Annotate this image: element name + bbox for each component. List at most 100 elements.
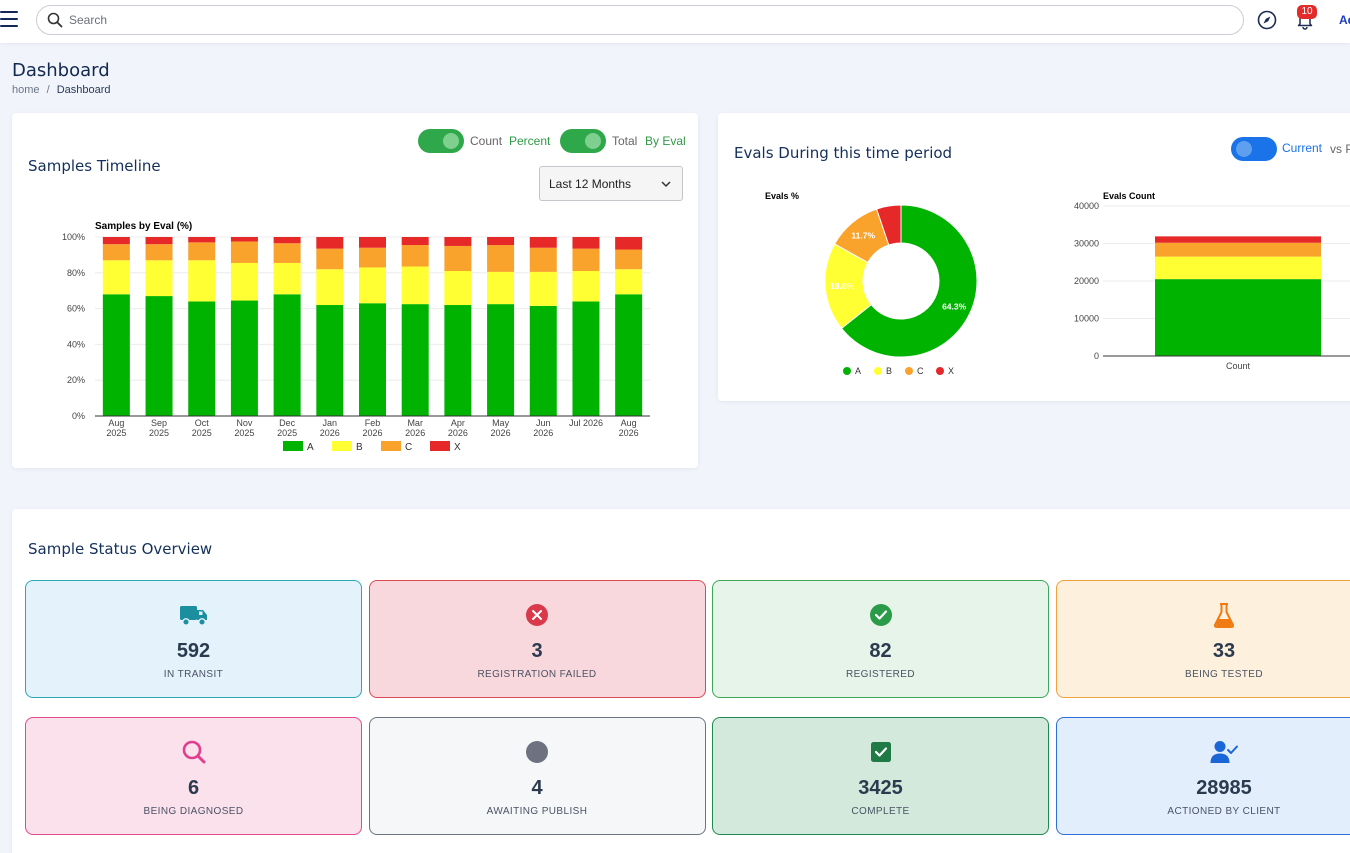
bar-segment-x[interactable] (1155, 236, 1321, 243)
bar-segment-b[interactable] (615, 269, 643, 295)
bar-segment-b[interactable] (145, 260, 173, 297)
bar-segment-a[interactable] (401, 304, 429, 416)
bar-segment-c[interactable] (273, 243, 301, 263)
x-tick-label: Nov (236, 418, 253, 428)
x-tick-label: 2025 (192, 428, 212, 438)
legend-label: B (886, 366, 892, 376)
bar-segment-c[interactable] (188, 242, 216, 261)
x-tick-label: Aug (108, 418, 124, 428)
bar-segment-b[interactable] (102, 260, 130, 295)
bar-segment-c[interactable] (316, 248, 344, 270)
toggle-byeval-label: By Eval (645, 134, 686, 148)
menu-icon[interactable] (0, 11, 18, 27)
bar-segment-a[interactable] (529, 305, 557, 416)
bar-segment-x[interactable] (615, 237, 643, 250)
bar-segment-x[interactable] (145, 237, 173, 245)
legend-label: A (307, 442, 314, 453)
donut-slice-x[interactable] (875, 204, 902, 246)
status-card-being-diagnosed[interactable]: 6 BEING DIAGNOSED (25, 717, 362, 835)
user-check-icon (1209, 738, 1239, 766)
bar-segment-a[interactable] (615, 294, 643, 416)
bar-segment-x[interactable] (529, 237, 557, 248)
y-tick-label: 60% (67, 304, 85, 314)
bar-segment-a[interactable] (273, 294, 301, 416)
bar-segment-x[interactable] (316, 237, 344, 249)
status-card-registered[interactable]: 82 REGISTERED (712, 580, 1049, 698)
toggle-current-label: Current (1282, 141, 1323, 155)
status-count: 4 (531, 777, 543, 799)
bar-segment-b[interactable] (230, 262, 258, 301)
bar-segment-c[interactable] (145, 244, 173, 261)
bar-segment-b[interactable] (401, 266, 429, 305)
status-label: ACTIONED BY CLIENT (1167, 806, 1281, 817)
bar-segment-b[interactable] (572, 271, 600, 302)
bar-segment-c[interactable] (401, 245, 429, 267)
bar-segment-c[interactable] (572, 248, 600, 272)
x-tick-label: Count (1226, 361, 1251, 371)
bar-segment-b[interactable] (529, 271, 557, 306)
evals-period-title: Evals During this time period (734, 144, 953, 162)
bar-segment-c[interactable] (487, 245, 515, 272)
bar-segment-a[interactable] (572, 301, 600, 416)
search-input[interactable] (69, 10, 1219, 30)
bar-segment-x[interactable] (572, 237, 600, 249)
bar-segment-x[interactable] (188, 237, 216, 243)
bar-segment-x[interactable] (273, 237, 301, 244)
bar-segment-a[interactable] (230, 300, 258, 416)
status-card-in-transit[interactable]: 592 IN TRANSIT (25, 580, 362, 698)
x-tick-label: Oct (195, 418, 210, 428)
bar-segment-x[interactable] (359, 237, 386, 248)
bar-segment-b[interactable] (359, 267, 386, 304)
bar-segment-a[interactable] (359, 303, 386, 416)
x-tick-label: 2026 (533, 428, 553, 438)
bar-segment-a[interactable] (487, 304, 515, 416)
bar-segment-c[interactable] (615, 249, 643, 270)
bar-segment-c[interactable] (1155, 242, 1321, 257)
breadcrumb-home-link[interactable]: home (12, 84, 40, 96)
bar-segment-a[interactable] (444, 305, 472, 416)
bar-segment-b[interactable] (444, 271, 472, 306)
x-tick-label: Sep (151, 418, 167, 428)
bar-segment-a[interactable] (145, 296, 173, 416)
bar-segment-c[interactable] (529, 247, 557, 272)
status-card-actioned-by-client[interactable]: 28985 ACTIONED BY CLIENT (1055, 717, 1350, 835)
bar-segment-b[interactable] (316, 269, 344, 306)
bar-segment-a[interactable] (188, 301, 216, 416)
bar-segment-b[interactable] (487, 271, 515, 305)
bar-segment-c[interactable] (359, 247, 386, 268)
bar-segment-x[interactable] (401, 237, 429, 246)
status-count: 28985 (1196, 777, 1252, 799)
bar-segment-b[interactable] (188, 260, 216, 302)
total-byeval-toggle[interactable] (560, 129, 606, 153)
bar-segment-c[interactable] (444, 245, 472, 272)
status-card-complete[interactable]: 3425 COMPLETE (712, 717, 1049, 835)
donut-slice-a[interactable] (840, 204, 978, 358)
bar-segment-x[interactable] (444, 237, 472, 246)
bar-segment-x[interactable] (102, 237, 130, 245)
dot-circle-icon (522, 738, 552, 766)
user-menu[interactable]: Ad (1339, 13, 1350, 27)
bar-segment-a[interactable] (102, 294, 130, 416)
status-label: BEING TESTED (1185, 669, 1263, 680)
search-box[interactable] (36, 5, 1244, 35)
notification-badge[interactable]: 10 (1297, 5, 1317, 19)
time-range-select[interactable]: Last 12 Months (539, 166, 683, 201)
status-count: 3425 (858, 777, 903, 799)
bar-segment-c[interactable] (230, 241, 258, 263)
bar-segment-b[interactable] (1155, 256, 1321, 280)
bar-segment-b[interactable] (273, 262, 301, 295)
count-percent-toggle[interactable] (418, 129, 464, 153)
status-card-awaiting-publish[interactable]: 4 AWAITING PUBLISH (368, 717, 706, 835)
compass-icon[interactable] (1257, 10, 1277, 30)
bar-segment-a[interactable] (1155, 279, 1321, 356)
bar-segment-x[interactable] (230, 237, 258, 242)
bar-segment-c[interactable] (102, 244, 130, 261)
status-count: 82 (869, 640, 892, 662)
current-vs-previous-toggle[interactable] (1231, 137, 1277, 161)
bar-segment-x[interactable] (487, 237, 515, 246)
bar-segment-a[interactable] (316, 305, 344, 416)
status-count: 6 (187, 777, 200, 799)
status-card-being-tested[interactable]: 33 BEING TESTED (1055, 580, 1350, 698)
status-card-registration-failed[interactable]: 3 REGISTRATION FAILED (368, 580, 706, 698)
x-tick-label: Apr (451, 418, 465, 428)
